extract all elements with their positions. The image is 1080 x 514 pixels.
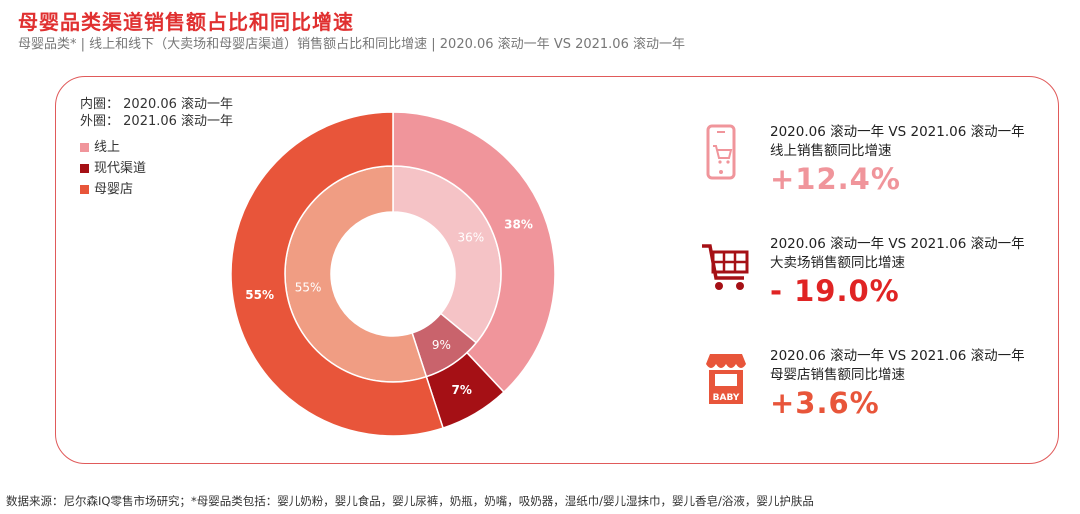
footer-source: 数据来源：尼尔森IQ零售市场研究；*母婴品类包括：婴儿奶粉，婴儿食品，婴儿尿裤，… [6,494,814,508]
chart-legend: 内圈： 2020.06 滚动一年 外圈： 2021.06 滚动一年 线上 现代渠… [80,96,233,199]
baby-sign-text: BABY [713,393,740,403]
legend-inner-label: 内圈： [80,97,120,112]
legend-text-online: 线上 [94,140,121,155]
stat-hypermarket-value: - 19.0% [770,274,900,308]
legend-text-modern-channel: 现代渠道 [94,161,147,176]
page-subtitle: 母婴品类* | 线上和线下（大卖场和母婴店渠道）销售额占比和同比增速 | 202… [18,37,685,52]
outer-ring-slice-online [392,111,556,394]
stat-baby-store: BABY 2020.06 滚动一年 VS 2021.06 滚动一年 母婴店销售额… [700,344,1050,424]
legend-outer-value: 2021.06 滚动一年 [123,114,234,129]
legend-inner-ring: 内圈： 2020.06 滚动一年 [80,96,233,113]
stat-hypermarket-label: 大卖场销售额同比增速 [770,255,905,271]
shopping-cart-icon [702,244,749,290]
legend-item-baby-store: 母婴店 [80,180,233,199]
stat-online: 2020.06 滚动一年 VS 2021.06 滚动一年 线上销售额同比增速 +… [700,120,1050,200]
page-title: 母婴品类渠道销售额占比和同比增速 [18,10,354,34]
legend-inner-value: 2020.06 滚动一年 [123,97,234,112]
content-panel [55,76,1059,464]
mobile-cart-icon [706,124,736,180]
stat-baby-store-value: +3.6% [770,386,880,420]
stat-hypermarket: 2020.06 滚动一年 VS 2021.06 滚动一年 大卖场销售额同比增速 … [700,232,1050,312]
stat-online-label: 线上销售额同比增速 [770,143,892,159]
stat-online-period: 2020.06 滚动一年 VS 2021.06 滚动一年 [770,124,1025,140]
stat-baby-store-label: 母婴店销售额同比增速 [770,367,905,383]
outer-ring-label-modern-channel: 7% [452,383,472,397]
legend-outer-ring: 外圈： 2021.06 滚动一年 [80,113,233,130]
stat-baby-store-period: 2020.06 滚动一年 VS 2021.06 滚动一年 [770,348,1025,364]
stat-online-value: +12.4% [770,162,901,196]
outer-ring-slice-baby-store [230,111,445,437]
baby-store-icon: BABY [706,354,746,404]
legend-swatch-online [80,143,89,152]
legend-swatch-baby-store [80,185,89,194]
legend-item-online: 线上 [80,138,233,157]
outer-ring-label-online: 38% [504,217,533,231]
legend-swatch-modern-channel [80,164,89,173]
legend-item-modern-channel: 现代渠道 [80,159,233,178]
outer-ring-label-baby-store: 55% [245,288,274,302]
inner-ring-label-modern-channel: 9% [432,338,451,352]
inner-ring-label-online: 36% [457,230,484,244]
legend-text-baby-store: 母婴店 [94,182,134,197]
inner-ring-label-baby-store: 55% [295,280,322,294]
stat-hypermarket-period: 2020.06 滚动一年 VS 2021.06 滚动一年 [770,236,1025,252]
legend-outer-label: 外圈： [80,114,120,129]
